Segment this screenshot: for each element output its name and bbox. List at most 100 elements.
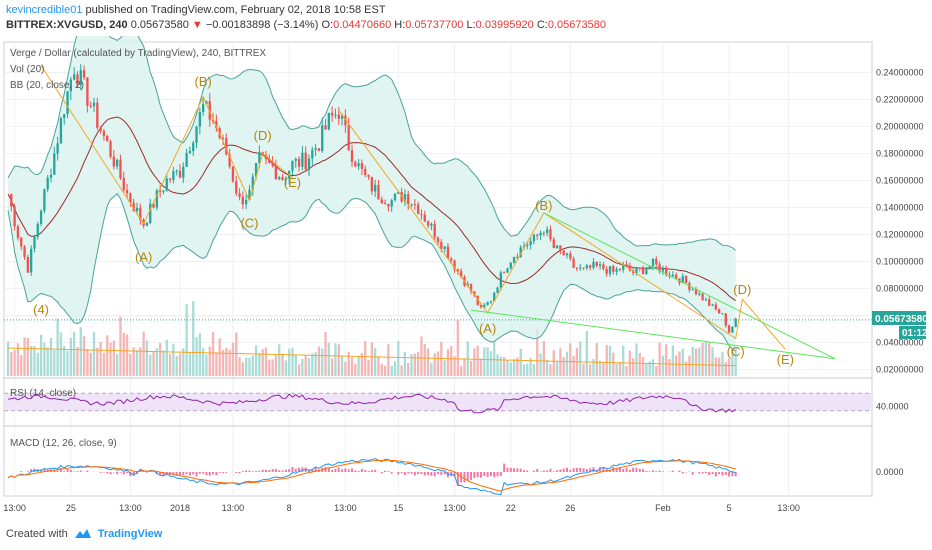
time-tick-label: 8 [287,503,292,513]
candle-body [625,264,628,266]
wave-label: (E) [777,352,794,367]
macd-histogram-bar [734,472,737,477]
macd-histogram-bar [489,472,492,477]
volume-bar [215,352,218,376]
macd-histogram-bar [718,472,721,475]
macd-tick-label: 0.0000 [876,467,904,477]
time-tick-label: 5 [727,503,732,513]
candle-body [592,261,595,268]
low-value: 0.03995920 [475,19,534,31]
candle-body [522,246,526,248]
candle-body [704,299,708,301]
candle-body [509,262,512,269]
signal-line [7,459,736,492]
volume-bar [469,360,473,376]
macd-histogram-bar [440,472,443,476]
candle-body [228,154,231,167]
macd-histogram-bar [655,471,658,472]
volume-bar [158,342,162,376]
volume-bar [631,358,635,376]
volume-bar [364,341,367,376]
candle-body [714,304,718,310]
volume-bar [192,301,195,376]
open-value: 0.04470660 [333,19,392,31]
macd-histogram-bar [109,472,112,475]
candle-body [82,70,86,78]
volume-bar [106,335,109,376]
candle-body [502,272,506,274]
candle-body [135,207,139,212]
open-label: O: [321,19,334,31]
macd-histogram-bar [572,468,575,472]
macd-histogram-bar [106,472,109,474]
volume-bar [26,337,30,376]
candle-body [23,246,26,257]
macd-histogram-bar [708,472,711,475]
macd-histogram-bar [503,463,506,472]
time-badge-text: 01:12 [902,328,928,339]
macd-histogram-bar [351,468,353,472]
volume-bar [69,337,73,376]
candle-body [327,112,331,130]
volume-bar [109,342,112,376]
macd-histogram-bar [179,472,181,476]
volume-bar [615,363,618,376]
macd-histogram-bar [711,472,714,475]
macd-histogram-bar [116,472,119,475]
wave-labels: (A) (B) (C) (D) (E) (4) (A) (B) (C) (D) (E) [33,74,794,367]
candle-body [337,114,340,119]
macd-histogram-bar [400,472,403,474]
candle-body [433,223,436,238]
author-link[interactable]: kevincredible01 [6,4,83,16]
candle-body [172,171,175,180]
macd-histogram-bar [248,470,251,472]
tradingview-brand-link[interactable]: TradingView [97,528,163,540]
volume-bar [516,357,519,376]
candle-body [284,178,288,181]
macd-histogram-bar [159,472,162,476]
candle-body [221,137,225,139]
volume-bar [473,348,476,376]
volume-bar [542,341,546,376]
volume-bar [377,356,380,376]
wave-label: (A) [479,321,496,336]
candle-body [565,253,569,256]
candle-body [347,125,350,151]
volume-bar [29,345,33,376]
candle-body [39,210,43,224]
chart-canvas[interactable]: 0.24000000 0.22000000 0.20000000 0.18000000… [0,36,932,522]
candle-body [178,170,182,178]
candle-body [516,256,519,258]
time-tick-label: Feb [655,503,671,513]
candle-body [225,138,228,155]
volume-bar [483,347,486,376]
macd-histogram-bar [645,470,648,472]
volume-bar [231,342,235,376]
macd-histogram-bar [99,472,102,473]
time-tick-label: 2018 [170,503,190,513]
volume-bar [195,337,198,376]
macd-histogram-bar [149,471,152,472]
wave-label: (D) [254,128,272,143]
candle-body [311,149,314,159]
macd-histogram-bar [268,470,271,472]
volume-bar [704,341,708,376]
volume-bar [76,347,79,376]
volume-bar [476,345,479,376]
macd-histogram-bar [265,469,267,472]
rsi-indicator [7,393,736,414]
volume-bar [291,347,294,376]
candle-body [162,190,165,192]
volume-bar [519,348,522,376]
candle-body [542,232,546,234]
macd-histogram-bar [463,472,466,483]
macd-histogram-bar [566,467,568,472]
candle-body [307,158,311,170]
candle-body [493,292,496,302]
candle-body [403,194,407,202]
time-tick-label: 26 [565,503,575,513]
candle-body [155,190,159,208]
macd-histogram-bar [625,467,628,472]
volume-bar [317,346,321,376]
volume-bar [691,346,694,376]
